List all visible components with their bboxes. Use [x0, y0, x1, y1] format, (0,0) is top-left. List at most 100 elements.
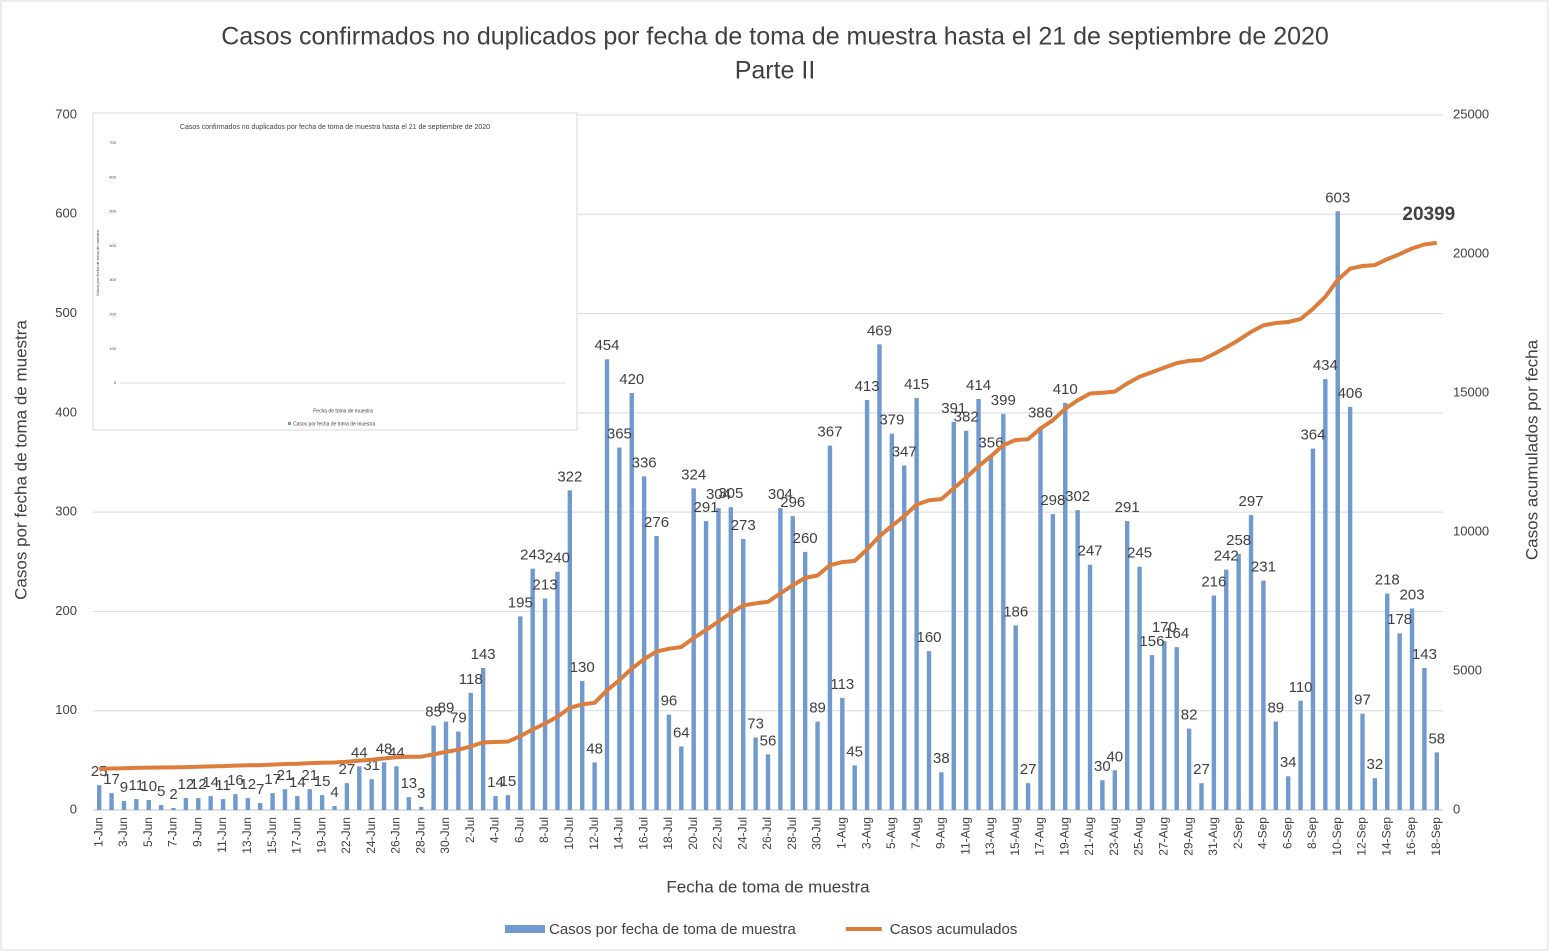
bar [679, 746, 684, 810]
data-label: 298 [1040, 492, 1065, 509]
chart-subtitle: Parte II [735, 57, 816, 85]
bar [790, 516, 795, 810]
x-tick-label: 13-Aug [983, 817, 997, 856]
data-label: 4 [330, 784, 338, 801]
x-tick-label: 28-Jul [785, 817, 799, 850]
data-label: 164 [1164, 625, 1189, 642]
data-label: 297 [1239, 493, 1264, 510]
bar [1112, 770, 1117, 810]
data-label: 34 [1280, 754, 1297, 771]
y2-tick-label: 25000 [1453, 106, 1489, 121]
x-tick-label: 1-Aug [834, 817, 848, 849]
x-tick-label: 19-Aug [1057, 817, 1071, 856]
bar [864, 399, 870, 810]
x-tick-label: 6-Jul [512, 817, 526, 843]
x-tick-label: 11-Aug [958, 817, 972, 855]
data-label: 5 [157, 783, 165, 800]
y-tick-label: 500 [55, 305, 77, 320]
data-label: 324 [681, 466, 706, 483]
data-label: 213 [533, 576, 558, 593]
x-tick-label: 8-Sep [1305, 817, 1319, 849]
data-label: 231 [1251, 559, 1276, 576]
bar [902, 465, 907, 810]
x-tick-label: 20-Jul [686, 817, 700, 850]
data-label: 143 [1412, 646, 1437, 663]
bar [753, 737, 758, 810]
bar [1434, 752, 1440, 810]
x-tick-label: 22-Jul [711, 817, 725, 850]
data-label: 40 [1106, 748, 1123, 765]
x-tick-label: 2-Jul [463, 817, 477, 843]
data-label: 14 [289, 774, 306, 791]
bar [493, 796, 498, 810]
y-tick-label: 0 [70, 801, 77, 816]
bar [988, 456, 994, 810]
data-label: 16 [227, 772, 244, 789]
x-tick-label: 4-Jul [488, 817, 502, 843]
data-label: 73 [747, 715, 764, 732]
data-label: 434 [1313, 357, 1338, 374]
bar [1162, 641, 1167, 810]
bar [1186, 728, 1192, 810]
data-label: 48 [376, 740, 393, 757]
x-tick-label: 21-Aug [1082, 817, 1096, 856]
bar [480, 668, 486, 810]
data-label: 17 [103, 771, 120, 788]
x-tick-label: 5-Aug [884, 817, 898, 849]
inset-y-tick-label: 400 [109, 243, 116, 248]
data-label: 218 [1375, 572, 1400, 589]
bar [468, 692, 473, 810]
x-tick-label: 19-Jun [314, 817, 328, 854]
data-label: 322 [557, 468, 582, 485]
inset-frame [92, 112, 578, 431]
bar [1149, 655, 1155, 810]
x-tick-label: 27-Aug [1157, 817, 1171, 856]
bar [307, 789, 312, 810]
bar [1001, 413, 1006, 810]
bar [1310, 448, 1316, 810]
y-tick-label: 100 [55, 702, 77, 717]
data-label: 27 [1020, 761, 1037, 778]
data-label: 399 [991, 392, 1016, 409]
bar [171, 808, 176, 810]
inset-legend-label: Casos por fecha de toma de muestra [293, 421, 375, 427]
bar [109, 793, 114, 810]
bar [1199, 783, 1204, 810]
data-label: 27 [339, 761, 356, 778]
bar [121, 801, 127, 810]
data-label: 240 [545, 550, 570, 567]
data-label: 12 [178, 776, 195, 793]
data-label: 186 [1003, 603, 1028, 620]
bar [1038, 426, 1043, 810]
bar [926, 651, 932, 810]
legend-label: Casos acumulados [890, 921, 1018, 938]
bar [852, 765, 857, 810]
x-tick-label: 17-Aug [1033, 817, 1047, 856]
x-tick-label: 7-Aug [909, 817, 923, 849]
x-tick-label: 30-Jul [810, 817, 824, 850]
data-label: 414 [966, 377, 991, 394]
data-label: 11 [215, 777, 231, 794]
x-tick-label: 30-Jun [438, 817, 452, 854]
data-label: 364 [1300, 427, 1325, 444]
data-label: 21 [301, 767, 318, 784]
bar [158, 805, 164, 810]
bar [1224, 569, 1229, 810]
data-label: 15 [500, 773, 517, 790]
x-tick-label: 22-Jun [339, 817, 353, 854]
x-tick-label: 24-Jun [364, 817, 378, 854]
bar [976, 398, 981, 810]
data-label: 2 [169, 786, 177, 803]
bar [889, 433, 895, 810]
data-label: 247 [1078, 543, 1103, 560]
data-label: 170 [1152, 619, 1177, 636]
bar [381, 762, 387, 810]
data-label: 82 [1181, 707, 1198, 724]
y-tick-label: 700 [55, 106, 77, 121]
inset-y-tick-label: 600 [109, 174, 116, 179]
bar [741, 538, 746, 810]
data-label: 45 [846, 743, 863, 760]
data-label: 118 [459, 671, 483, 688]
bar [1298, 700, 1303, 810]
data-label: 48 [586, 740, 603, 757]
